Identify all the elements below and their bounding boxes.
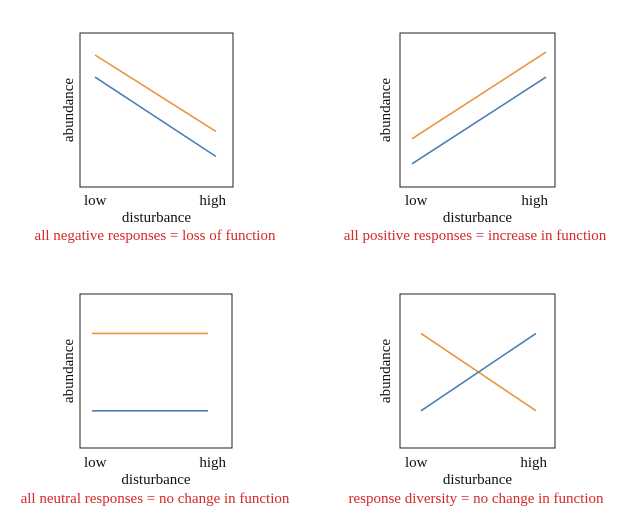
chart-panel-4: low high disturbance abundance response dive… [348, 293, 604, 507]
y-axis-label: abundance [61, 78, 77, 142]
x-axis-label: disturbance [443, 472, 512, 488]
x-axis-label: disturbance [443, 210, 512, 226]
x-tick-label-low: low [84, 193, 107, 209]
x-tick-label-high: high [521, 193, 548, 209]
x-tick-label-high: high [199, 455, 226, 471]
series-line-2 [94, 76, 217, 158]
x-axis-label: disturbance [122, 210, 191, 226]
plot-frame [399, 293, 556, 449]
x-tick-label-high: high [520, 455, 547, 471]
panel-caption: response diversity = no change in functi… [348, 491, 604, 507]
x-tick-label-low: low [84, 455, 107, 471]
x-tick-label-low: low [405, 193, 428, 209]
series-line-1 [94, 54, 217, 133]
plot-frame [399, 32, 556, 188]
y-axis-label: abundance [61, 339, 77, 403]
chart-panel-1: low high disturbance abundance all negative … [35, 32, 276, 244]
series-line-1 [411, 51, 547, 140]
series-line-2 [411, 76, 547, 165]
series-line-2 [420, 332, 537, 412]
chart-panel-3: low high disturbance abundance all neutral r… [21, 293, 290, 507]
plot-frame [79, 293, 233, 449]
y-axis-label: abundance [378, 339, 394, 403]
panel-caption: all neutral responses = no change in fun… [21, 491, 290, 507]
x-tick-label-high: high [199, 193, 226, 209]
panel-caption: all negative responses = loss of functio… [35, 228, 276, 244]
y-axis-label: abundance [378, 78, 394, 142]
plot-frame [79, 32, 234, 188]
x-axis-label: disturbance [121, 472, 190, 488]
chart-panel-2: low high disturbance abundance all positive … [344, 32, 607, 244]
panel-caption: all positive responses = increase in fun… [344, 228, 607, 244]
x-tick-label-low: low [405, 455, 428, 471]
